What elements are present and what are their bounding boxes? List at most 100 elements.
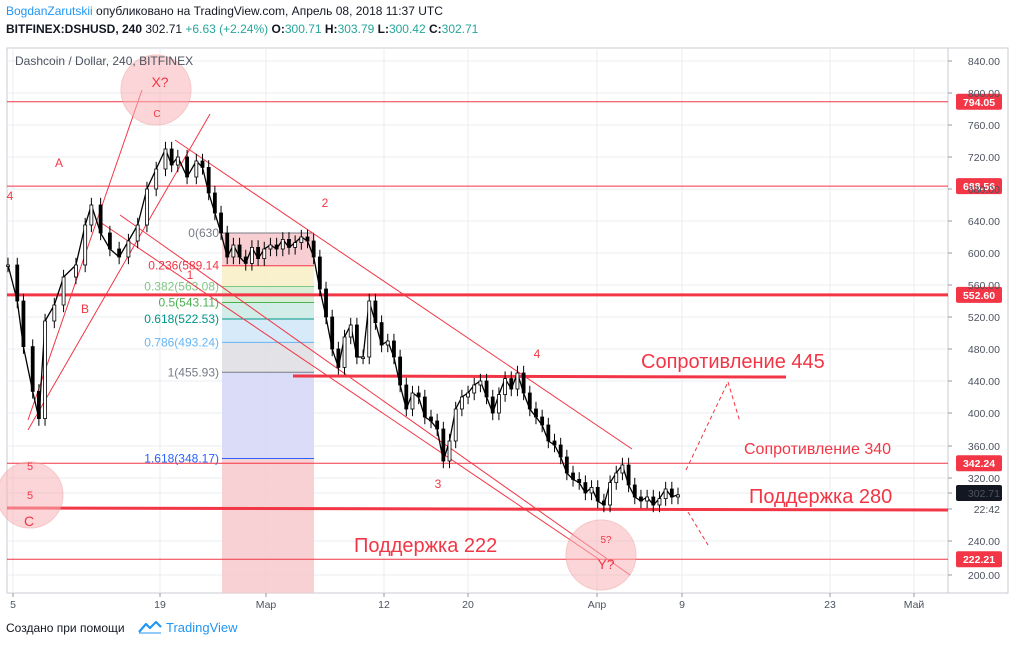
candle-body	[154, 168, 159, 190]
candle-body	[225, 232, 230, 258]
candle-body	[61, 276, 66, 306]
candle-body	[651, 496, 656, 506]
author-link[interactable]: BogdanZarutskii	[6, 4, 93, 18]
candle-body	[317, 256, 322, 290]
candle-body	[43, 320, 47, 419]
candle-body	[354, 324, 359, 358]
fib-retracement[interactable]: 0(630 0.236(589.14 0.382(563.08) 0.5(543.11…	[144, 226, 314, 593]
publish-info: BogdanZarutskii опубликовано на TradingV…	[6, 3, 443, 19]
tradingview-logo-icon[interactable]	[138, 620, 162, 638]
high-value: 303.79	[337, 22, 375, 36]
chart-pane[interactable]	[6, 47, 949, 594]
candle-body	[663, 488, 668, 500]
candle-body	[441, 428, 446, 462]
candle-body	[330, 316, 335, 350]
candle-body	[30, 346, 35, 392]
price-label-text: 552.60	[963, 290, 995, 302]
y-tick-label: 720.00	[968, 152, 1000, 164]
candle-body	[145, 188, 149, 226]
candle-body	[521, 372, 526, 394]
candle-body	[36, 390, 41, 419]
y-tick-label: 760.00	[968, 120, 1000, 132]
trend-drawings[interactable]	[27, 89, 741, 576]
projection-line	[685, 381, 729, 471]
fib-level-label: 0.382(563.08)	[144, 280, 219, 294]
tradingview-brand-link[interactable]: TradingView	[165, 620, 238, 636]
candle-body	[21, 300, 26, 347]
candle-body	[342, 336, 347, 368]
symbol-info: BITFINEX:DSHUSD, 240 302.71 +6.63 (+2.24…	[6, 21, 478, 37]
x-tick-label: 9	[679, 599, 685, 611]
candle-body	[206, 166, 211, 194]
x-tick-label: Апр	[588, 599, 607, 611]
candle-body	[98, 204, 103, 234]
fib-level-label: 0.786(493.24)	[144, 335, 219, 349]
candle-body	[472, 384, 477, 394]
open-value: 300.71	[284, 22, 322, 36]
x-circle-label: X?	[151, 74, 168, 90]
candle-body	[6, 264, 10, 267]
candle-body	[280, 238, 285, 250]
fib-zone	[222, 318, 314, 343]
candle-body	[595, 486, 600, 502]
trend-line	[119, 214, 631, 576]
y-tick-label: 560.00	[968, 280, 1000, 292]
candle-body	[509, 378, 514, 390]
price-chart[interactable]: 0(630 0.236(589.14 0.382(563.08) 0.5(543.11…	[0, 42, 1015, 615]
candle-body	[117, 248, 122, 258]
candle-body	[185, 156, 189, 178]
candle-body	[534, 408, 538, 418]
candle-body	[392, 340, 396, 358]
y-tick-label: 320.00	[968, 473, 1000, 485]
low-value: 300.42	[388, 22, 426, 36]
candle-body	[83, 224, 88, 266]
candle-body	[274, 244, 279, 250]
y-circle	[565, 519, 637, 591]
price-label-box	[956, 455, 1002, 472]
price-label-box	[956, 93, 1002, 110]
candle-body	[490, 396, 495, 414]
chart-title: Dashcoin / Dollar, 240, BITFINEX	[15, 54, 193, 68]
trend-line	[99, 221, 601, 561]
candle-body	[367, 300, 372, 358]
x-tick-label: 12	[378, 599, 390, 611]
grid	[7, 48, 948, 593]
candle-body	[163, 148, 168, 170]
candle-body	[484, 380, 489, 398]
y-tick-label: 400.00	[968, 408, 1000, 420]
fib-level-label: 0.618(522.53)	[144, 312, 219, 326]
y-tick-label: 200.00	[968, 570, 1000, 582]
resistance-340-label: Сопротивление 340	[744, 441, 891, 458]
candle-body	[503, 378, 507, 396]
annotations: X? C 5 5 C 5? Y? A B 1 2 3 4 4 Сопротивление 445 Сопрот…	[0, 54, 892, 591]
c-circle	[0, 461, 64, 529]
candle-body	[453, 408, 458, 442]
y-tick-label: 640.00	[968, 216, 1000, 228]
candle-body	[15, 264, 20, 302]
candle-body	[614, 472, 619, 484]
candle-body	[74, 264, 78, 278]
candle-body	[305, 236, 310, 242]
candle-body	[478, 380, 483, 386]
candle-body	[287, 238, 291, 248]
price-label-text: 342.24	[963, 458, 995, 470]
y-tick-label: 840.00	[968, 56, 1000, 68]
wave-label: 2	[322, 196, 329, 210]
y-tick-label: 22:42	[974, 504, 1000, 516]
open-label: O:	[271, 22, 285, 36]
c-circle-toplabel: 5	[27, 461, 33, 473]
wave-label: A	[55, 156, 63, 170]
x-circle	[120, 54, 192, 126]
created-with-text: Создано при помощи	[6, 621, 125, 636]
candle-body	[336, 348, 341, 368]
candle-body	[385, 340, 390, 346]
candle-body	[552, 440, 557, 446]
fib-zone	[222, 265, 314, 287]
price-axis[interactable]	[947, 47, 1009, 594]
candle-body	[268, 244, 273, 250]
wave-label: 4	[7, 189, 14, 203]
close-label: C:	[428, 22, 442, 36]
x-tick-label: Май	[904, 599, 925, 611]
support-280-line	[6, 506, 949, 512]
candle-body	[422, 396, 427, 418]
